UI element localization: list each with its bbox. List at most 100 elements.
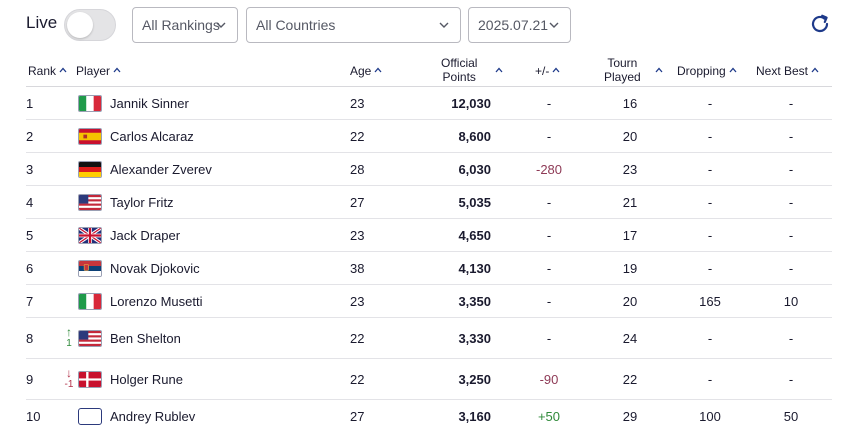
- played-cell: 21: [622, 194, 638, 210]
- countries-select[interactable]: All Countries: [246, 7, 461, 43]
- column-diff: +/-: [535, 64, 550, 78]
- points-cell: 4,650: [458, 227, 491, 243]
- sort-age[interactable]: Age: [350, 64, 382, 78]
- usa-flag: [78, 193, 102, 211]
- next-best-cell: -: [788, 161, 794, 177]
- player-name[interactable]: Taylor Fritz: [110, 194, 174, 210]
- toggle-knob: [67, 12, 93, 38]
- table-row[interactable]: 9 ↓ -1 Holger Rune 22 3,250 -90 22 - -: [26, 359, 832, 400]
- sort-up-icon: [113, 67, 121, 73]
- player-name[interactable]: Jannik Sinner: [110, 95, 189, 111]
- italy-flag: [78, 292, 102, 310]
- next-best-cell: -: [788, 371, 794, 387]
- sort-dropping[interactable]: Dropping: [677, 64, 737, 78]
- rank-cell: 1: [26, 95, 34, 111]
- rankings-select[interactable]: All Rankings: [132, 7, 238, 43]
- arrow-down-icon: ↓: [66, 366, 72, 380]
- rank-cell: 9: [26, 371, 34, 387]
- diff-cell: +50: [537, 409, 561, 424]
- player-name[interactable]: Holger Rune: [110, 371, 183, 387]
- table-header: Rank Player Age Official Points +/- Tour…: [26, 54, 832, 87]
- sort-diff[interactable]: +/-: [535, 64, 560, 78]
- sort-up-icon: [374, 67, 382, 73]
- rank-cell: 8: [26, 330, 34, 346]
- next-best-cell: -: [788, 95, 794, 111]
- points-cell: 3,250: [458, 371, 491, 387]
- points-cell: 5,035: [458, 194, 491, 210]
- player-name[interactable]: Andrey Rublev: [110, 409, 196, 424]
- rankings-select-value: All Rankings: [142, 17, 220, 33]
- column-played[interactable]: Tourn Played: [604, 56, 641, 84]
- points-cell: 3,350: [458, 293, 491, 309]
- table-row[interactable]: 4 Taylor Fritz 27 5,035 - 21 - -: [26, 186, 832, 219]
- table-row[interactable]: 5 Jack Draper 23 4,650 - 17 - -: [26, 219, 832, 252]
- live-toggle[interactable]: [64, 9, 116, 41]
- flag-cell: [78, 359, 104, 399]
- filter-bar: Live All Rankings All Countries 2025.07.…: [0, 0, 847, 50]
- date-select-value: 2025.07.21: [478, 17, 549, 33]
- table-row[interactable]: 1 Jannik Sinner 23 12,030 - 16 - -: [26, 87, 832, 120]
- rank-cell: 4: [26, 194, 34, 210]
- next-best-cell: -: [788, 330, 794, 346]
- sort-player[interactable]: Player: [76, 64, 121, 78]
- player-name[interactable]: Ben Shelton: [110, 330, 181, 346]
- column-player: Player: [76, 64, 111, 78]
- serbia-flag: [78, 259, 102, 277]
- rank-move-value: -1: [64, 379, 74, 390]
- sort-up-icon[interactable]: [495, 66, 503, 74]
- column-points[interactable]: Official Points: [441, 56, 477, 84]
- flag-cell: [78, 318, 104, 358]
- age-cell: 28: [350, 161, 365, 177]
- sort-up-icon: [59, 67, 67, 73]
- diff-cell: -280: [535, 161, 563, 177]
- player-name[interactable]: Lorenzo Musetti: [110, 293, 203, 309]
- next-best-cell: -: [788, 260, 794, 276]
- rank-cell: 2: [26, 128, 34, 144]
- next-best-cell: -: [788, 227, 794, 243]
- age-cell: 23: [350, 293, 365, 309]
- table-row[interactable]: 3 Alexander Zverev 28 6,030 -280 23 - -: [26, 153, 832, 186]
- table-row[interactable]: 10 Andrey Rublev 27 3,160 +50 29 100 50: [26, 400, 832, 433]
- points-cell: 3,330: [458, 330, 491, 346]
- table-row[interactable]: 7 Lorenzo Musetti 23 3,350 - 20 165 10: [26, 285, 832, 318]
- countries-select-value: All Countries: [256, 17, 336, 33]
- dropping-cell: -: [707, 128, 713, 144]
- flag-cell: [78, 252, 104, 284]
- points-cell: 12,030: [451, 95, 491, 111]
- column-played-line2: Played: [604, 70, 641, 84]
- player-name[interactable]: Novak Djokovic: [110, 260, 200, 276]
- column-points-line2: Points: [442, 70, 476, 84]
- played-cell: 20: [622, 293, 638, 309]
- uk-flag: [78, 226, 102, 244]
- sort-up-icon[interactable]: [655, 66, 663, 74]
- points-cell: 6,030: [458, 161, 491, 177]
- column-dropping: Dropping: [677, 64, 726, 78]
- diff-cell: -90: [539, 371, 559, 387]
- dropping-cell: -: [707, 260, 713, 276]
- age-cell: 38: [350, 260, 365, 276]
- usa-flag: [78, 329, 102, 347]
- sort-next-best[interactable]: Next Best: [756, 64, 819, 78]
- next-best-cell: 10: [783, 293, 799, 309]
- rank-cell: 7: [26, 293, 34, 309]
- next-best-cell: 50: [783, 409, 799, 424]
- denmark-flag: [78, 370, 102, 388]
- player-name[interactable]: Alexander Zverev: [110, 161, 212, 177]
- date-select[interactable]: 2025.07.21: [468, 7, 571, 43]
- player-name[interactable]: Carlos Alcaraz: [110, 128, 194, 144]
- age-cell: 23: [350, 227, 365, 243]
- table-row[interactable]: 8 ↑ 1 Ben Shelton 22 3,330 - 24 - -: [26, 318, 832, 359]
- played-cell: 22: [622, 371, 638, 387]
- table-row[interactable]: 2 Carlos Alcaraz 22 8,600 - 20 - -: [26, 120, 832, 153]
- diff-cell: -: [546, 128, 552, 144]
- sort-rank[interactable]: Rank: [28, 64, 67, 78]
- played-cell: 16: [622, 95, 638, 111]
- flag-cell: [78, 153, 104, 185]
- played-cell: 24: [622, 330, 638, 346]
- sort-up-icon: [811, 67, 819, 73]
- rank-move: ↓ -1: [62, 359, 76, 399]
- refresh-icon[interactable]: [808, 12, 832, 36]
- points-cell: 8,600: [458, 128, 491, 144]
- player-name[interactable]: Jack Draper: [110, 227, 181, 243]
- table-row[interactable]: 6 Novak Djokovic 38 4,130 - 19 - -: [26, 252, 832, 285]
